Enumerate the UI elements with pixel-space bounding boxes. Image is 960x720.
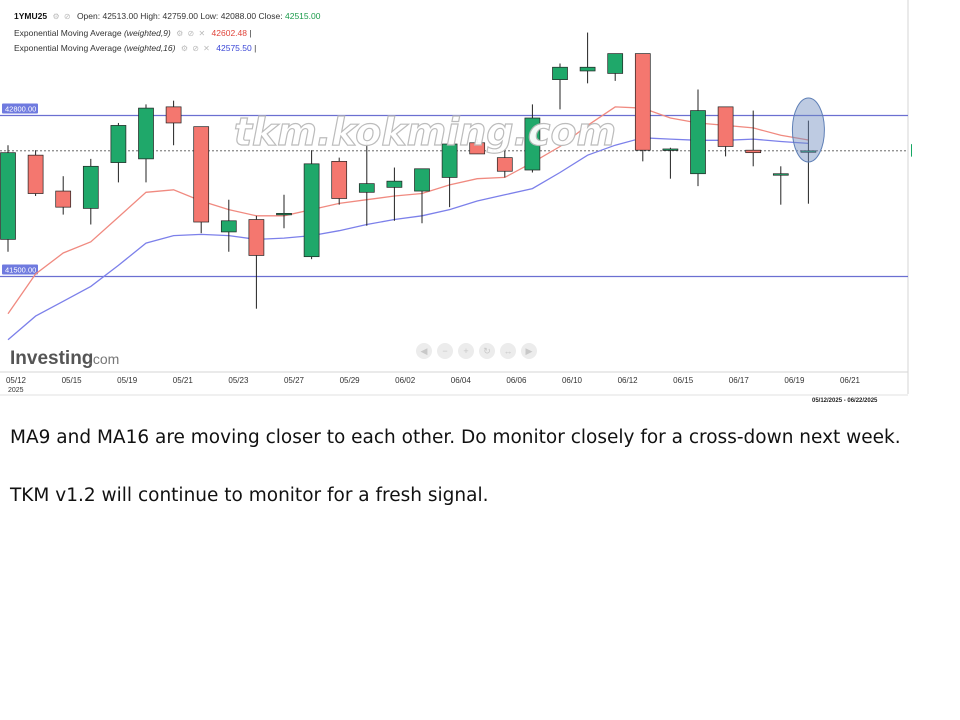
- candle-up: [414, 168, 430, 192]
- ema9-value: 42602.48: [211, 28, 247, 38]
- candle-up: [138, 107, 154, 160]
- candle-down: [717, 106, 734, 147]
- caption-line-2: TKM v1.2 will continue to monitor for a …: [10, 485, 489, 506]
- watermark-text: tkm.kokming.com: [234, 110, 616, 154]
- x-tick-label: 06/15: [673, 376, 694, 385]
- candlestick-chart: 43619.9043388.4043156.9042925.4042693.90…: [0, 0, 912, 396]
- brand-logo-suffix: .com: [89, 351, 119, 367]
- candle-down: [331, 160, 348, 199]
- candle-down: [193, 126, 210, 223]
- x-tick-label: 05/23: [228, 376, 249, 385]
- zoom-in-icon[interactable]: +: [458, 343, 474, 359]
- candle-down: [165, 106, 182, 124]
- level-label: 42800.00: [5, 105, 36, 114]
- highlight-ellipse: [791, 97, 825, 163]
- x-year-label: 2025: [8, 387, 24, 394]
- low-label: Low:: [200, 11, 219, 21]
- x-tick-label: 05/12: [6, 376, 27, 385]
- ema16-settings-icons[interactable]: ⚙ ⊘ ✕: [180, 44, 211, 53]
- candle-up: [220, 220, 237, 233]
- settings-icons[interactable]: ⚙ ⊘: [52, 12, 72, 21]
- ema16-sep: |: [254, 43, 257, 53]
- scroll-right-icon[interactable]: ▶: [521, 343, 537, 359]
- chart-panel: 43619.9043388.4043156.9042925.4042693.90…: [0, 0, 912, 404]
- candle-up: [276, 213, 292, 216]
- x-tick-label: 06/10: [562, 376, 583, 385]
- candle-down: [27, 154, 44, 194]
- symbol-label: 1YMU25: [14, 11, 48, 21]
- candle-down: [248, 219, 265, 256]
- candle-down: [745, 149, 762, 154]
- candle-up: [82, 165, 99, 209]
- x-tick-label: 06/04: [451, 376, 472, 385]
- ema9-name: Exponential Moving Average: [14, 28, 122, 38]
- candle-up: [303, 163, 320, 258]
- open-label: Open:: [76, 11, 101, 21]
- ema16-line: [7, 137, 809, 341]
- candle-up: [386, 180, 403, 188]
- level-badge: [2, 264, 38, 275]
- candle-up: [441, 143, 458, 178]
- candle-up: [110, 125, 127, 163]
- level-label: 41500.00: [5, 266, 36, 275]
- high-label: High:: [140, 11, 161, 21]
- x-tick-label: 06/21: [840, 376, 861, 385]
- candle-up: [772, 173, 789, 176]
- candle-up: [579, 66, 596, 72]
- candle-up: [662, 148, 679, 151]
- candle-up: [358, 183, 375, 193]
- last-price-badge: [911, 143, 912, 157]
- candle-down: [469, 142, 486, 155]
- candle-down: [634, 53, 651, 151]
- ohlc-header: 1YMU25 ⚙ ⊘ Open: 42513.00 High: 42759.00…: [14, 11, 320, 21]
- candle-up: [800, 150, 817, 153]
- caption-line-1: MA9 and MA16 are moving closer to each o…: [10, 427, 901, 448]
- zoom-out-icon[interactable]: −: [437, 343, 453, 359]
- fit-icon[interactable]: ↔: [500, 343, 516, 359]
- chart-nav-controls: ◀ − + ↻ ↔ ▶: [416, 340, 554, 362]
- x-tick-label: 05/29: [340, 376, 361, 385]
- low-value: 42088.00: [220, 11, 257, 21]
- candle-up: [607, 53, 624, 74]
- x-tick-label: 06/06: [506, 376, 527, 385]
- ema9-params: (weighted,9): [123, 28, 171, 38]
- ema16-value: 42575.50: [216, 43, 252, 53]
- x-tick-label: 06/12: [618, 376, 639, 385]
- x-tick-label: 06/19: [784, 376, 805, 385]
- ema9-line: [7, 106, 809, 315]
- ema9-settings-icons[interactable]: ⚙ ⊘ ✕: [176, 29, 207, 38]
- candle-down: [55, 190, 72, 208]
- candle-up: [690, 110, 706, 175]
- scroll-left-icon[interactable]: ◀: [416, 343, 432, 359]
- x-tick-label: 05/27: [284, 376, 305, 385]
- close-label: Close:: [258, 11, 283, 21]
- reset-icon[interactable]: ↻: [479, 343, 495, 359]
- high-value: 42759.00: [162, 11, 198, 21]
- x-tick-label: 06/02: [395, 376, 416, 385]
- x-tick-label: 05/19: [117, 376, 138, 385]
- ema9-sep: |: [249, 28, 252, 38]
- open-value: 42513.00: [102, 11, 138, 21]
- candle-up: [524, 117, 541, 171]
- x-tick-label: 06/17: [729, 376, 750, 385]
- ema16-legend: Exponential Moving Average (weighted,16)…: [14, 43, 256, 53]
- date-range-label: 05/12/2025 - 06/22/2025: [812, 398, 878, 404]
- candle-up: [0, 152, 16, 240]
- close-value: 42515.00: [284, 11, 321, 21]
- x-tick-label: 05/15: [62, 376, 83, 385]
- ema9-legend: Exponential Moving Average (weighted,9) …: [14, 28, 252, 38]
- ema16-params: (weighted,16): [123, 43, 176, 53]
- candle-down: [496, 157, 513, 172]
- ema16-name: Exponential Moving Average: [14, 43, 122, 53]
- candle-up: [552, 66, 568, 80]
- brand-logo: Investing: [10, 348, 93, 369]
- level-badge: [2, 103, 38, 114]
- x-tick-label: 05/21: [173, 376, 194, 385]
